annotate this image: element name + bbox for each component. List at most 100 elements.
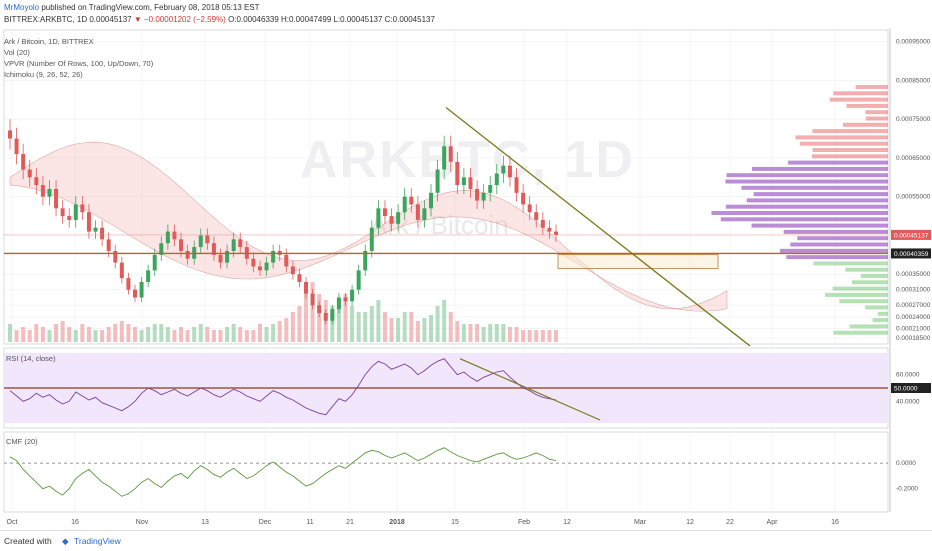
vpvr-bar <box>833 330 888 335</box>
y-tick-label: 0.00075000 <box>896 116 931 123</box>
y-tick-label: 0.00027000 <box>896 302 931 309</box>
vpvr-bar <box>746 198 888 203</box>
legend-vol[interactable]: Vol (20) <box>4 48 30 57</box>
candle-body <box>409 196 414 205</box>
vpvr-bar <box>786 255 888 260</box>
x-tick-label: Mar <box>634 519 647 526</box>
footer-brand[interactable]: TradingView <box>74 536 121 546</box>
vpvr-bar <box>725 179 888 184</box>
candle-body <box>185 250 190 259</box>
candle-body <box>8 130 12 139</box>
x-tick-label: 11 <box>306 519 313 526</box>
candle-body <box>356 270 361 290</box>
candle-body <box>429 192 434 209</box>
volume-bar <box>132 327 137 342</box>
candle-body <box>93 227 98 232</box>
candle-body <box>468 177 473 189</box>
x-tick-label: 13 <box>201 519 209 526</box>
volume-bar <box>475 324 480 342</box>
x-tick-label: 16 <box>831 519 839 526</box>
candle-body <box>211 243 216 255</box>
volume-bar <box>304 288 309 342</box>
candle-body <box>126 278 131 290</box>
candle-body <box>554 231 558 235</box>
candle-body <box>225 250 230 263</box>
legend-pair[interactable]: Ark / Bitcoin, 1D, BITTREX <box>4 37 94 46</box>
volume-bar <box>290 312 295 342</box>
target-box <box>557 254 719 269</box>
volume-bar <box>159 324 164 342</box>
vpvr-bar <box>788 160 888 165</box>
volume-bar <box>521 330 526 342</box>
volume-bar <box>192 327 197 342</box>
volume-bar <box>113 324 118 342</box>
volume-bar <box>494 324 499 342</box>
candle-body <box>350 289 355 302</box>
legend-rsi[interactable]: RSI (14, close) <box>6 354 56 363</box>
volume-bar <box>501 324 506 342</box>
x-tick-label: Dec <box>259 519 272 526</box>
candle-body <box>343 297 348 302</box>
candle-body <box>363 250 368 271</box>
candle-body <box>159 243 164 255</box>
legend-vpvr[interactable]: VPVR (Number Of Rows, 100, Up/Down, 70) <box>4 59 154 68</box>
candle-body <box>442 146 447 170</box>
vpvr-bar <box>878 311 888 316</box>
volume-bar <box>396 318 401 342</box>
candle-body <box>139 281 144 298</box>
candle-body <box>132 289 137 298</box>
volume-bar <box>488 324 493 342</box>
volume-bar <box>284 318 289 342</box>
volume-bar <box>14 330 19 342</box>
y-tick-label: 0.00024000 <box>896 314 931 321</box>
vpvr-bar <box>720 217 888 222</box>
candle-body <box>73 204 78 220</box>
candle-body <box>172 231 177 240</box>
ichimoku-cloud <box>9 141 728 312</box>
candle-body <box>448 146 453 162</box>
volume-bar <box>34 324 39 342</box>
volume-bar <box>225 327 230 342</box>
candle-body <box>47 188 52 197</box>
author-link[interactable]: MrMoyolo <box>4 3 40 12</box>
chart-canvas[interactable]: 0.00095000 0.00085000 0.00075000 0.00065000… <box>0 28 932 530</box>
symbol-price: BITTREX:ARKBTC, 1D 0.00045137 <box>4 15 132 24</box>
candle-body <box>330 309 335 321</box>
volume-bar <box>86 327 91 342</box>
candle-body <box>402 196 407 213</box>
volume-bar <box>80 324 85 342</box>
x-tick-label: 22 <box>726 519 734 526</box>
volume-bar <box>350 306 355 342</box>
volume-bar <box>297 306 302 342</box>
candle-body <box>218 254 223 263</box>
volume-bar <box>271 324 276 342</box>
volume-bar <box>126 324 131 342</box>
vpvr-bar <box>813 261 888 266</box>
candle-body <box>488 185 493 193</box>
volume-bar <box>47 330 52 342</box>
x-tick-label: Nov <box>136 519 149 526</box>
tradingview-logo-icon[interactable]: ◆ <box>62 536 69 546</box>
y-tick-label: 0.00031000 <box>896 287 931 294</box>
volume-bar <box>481 327 486 342</box>
volume-bar <box>554 330 558 342</box>
symbol-line: BITTREX:ARKBTC, 1D 0.00045137 ▼ −0.00001… <box>4 15 435 24</box>
rsi-tag-bg <box>891 383 931 393</box>
vpvr-bar <box>829 97 888 102</box>
price-tag-label: 0.00045137 <box>894 232 929 239</box>
candle-body <box>14 138 19 155</box>
volume-bar <box>540 330 545 342</box>
rsi-tick-label: 60.0000 <box>896 372 920 379</box>
candle-body <box>205 235 210 244</box>
candle-body <box>80 204 85 213</box>
volume-bar <box>277 321 282 342</box>
candle-body <box>422 208 427 220</box>
candle-body <box>494 173 499 186</box>
volume-bar <box>448 312 453 342</box>
legend-ichimoku[interactable]: Ichimoku (9, 26, 52, 26) <box>4 70 83 79</box>
legend-cmf[interactable]: CMF (20) <box>6 437 38 446</box>
volume-bar <box>244 330 249 342</box>
vpvr-bar <box>860 274 888 278</box>
candle-body <box>534 212 539 220</box>
volume-bar <box>205 327 210 342</box>
